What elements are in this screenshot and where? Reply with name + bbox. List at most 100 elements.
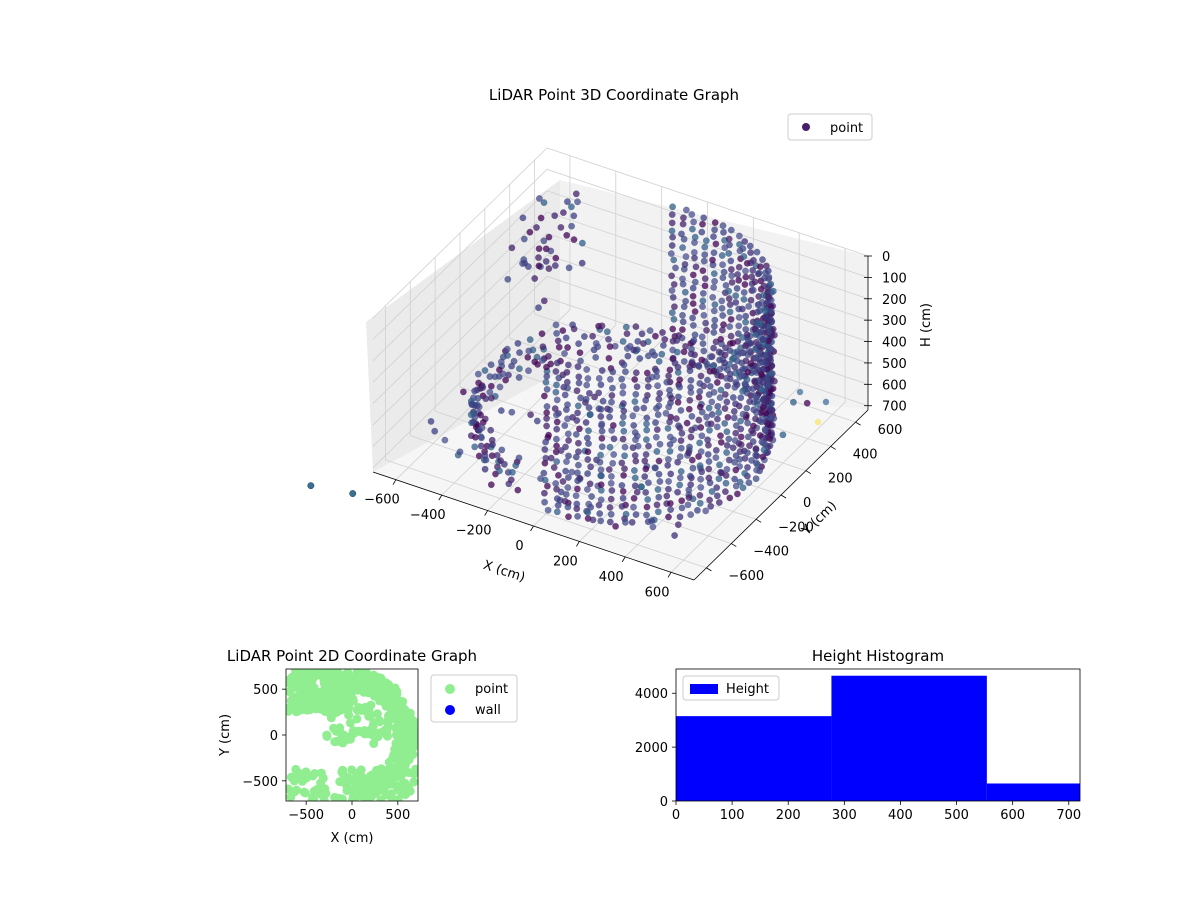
point-3d (689, 464, 697, 472)
point-3d (724, 413, 732, 421)
point-3d (544, 506, 552, 514)
point-2d (353, 685, 363, 695)
point-3d (695, 393, 703, 401)
y-tick-label-3d: −400 (753, 545, 789, 560)
point-3d (705, 474, 713, 482)
point-3d (698, 333, 706, 341)
point-3d (668, 309, 676, 317)
point-3d (731, 437, 739, 444)
point-3d (651, 464, 659, 472)
point-3d (739, 365, 747, 373)
legend-label-point: point (830, 121, 863, 136)
point-3d (741, 281, 749, 288)
point-3d (645, 442, 652, 450)
point-3d (552, 448, 560, 456)
point-3d (701, 275, 709, 283)
point-3d (695, 416, 703, 424)
point-3d (620, 361, 628, 369)
point-3d (573, 469, 581, 477)
point-3d (553, 425, 561, 433)
point-3d (592, 339, 600, 347)
point-3d (745, 479, 753, 487)
point-3d (552, 321, 560, 329)
point-2d (310, 671, 320, 681)
point-3d (554, 337, 562, 345)
point-3d (639, 340, 647, 347)
point-3d (582, 419, 590, 426)
point-3d (543, 385, 551, 393)
x-tick-mark-3d (667, 572, 672, 578)
plot-2d-title: LiDAR Point 2D Coordinate Graph (227, 647, 477, 665)
point-3d (597, 496, 605, 504)
point-3d (585, 427, 592, 435)
point-3d (595, 405, 603, 413)
point-3d (760, 446, 768, 454)
plot-histogram: Height Histogram 0 100 200 300 400 500 600 7000… (635, 647, 1081, 823)
point-3d (703, 360, 711, 368)
point-3d (737, 417, 745, 425)
point-3d (751, 325, 759, 333)
point-3d (688, 359, 696, 367)
point-3d (668, 394, 676, 402)
point-3d (765, 293, 772, 301)
point-3d (597, 517, 605, 525)
point-3d (676, 513, 684, 521)
point-3d (525, 347, 533, 355)
histogram-bar (676, 716, 832, 801)
point-3d (477, 442, 485, 450)
point-2d (397, 701, 407, 710)
point-3d (669, 293, 677, 301)
point-3d (685, 494, 693, 502)
z-axis-label-3d: H (cm) (919, 303, 934, 347)
point-3d (551, 262, 559, 270)
point-3d (541, 498, 549, 506)
point-3d (688, 426, 696, 434)
point-3d (715, 499, 723, 506)
point-3d (608, 384, 616, 392)
y-tick-label-3d: −200 (778, 520, 814, 535)
point-3d (562, 443, 569, 451)
point-3d (605, 335, 612, 343)
point-3d (572, 492, 580, 500)
point-3d (644, 496, 652, 503)
point-3d (719, 222, 727, 230)
y-tick-mark-3d (706, 567, 712, 572)
point-3d (725, 287, 733, 295)
point-3d (561, 422, 569, 430)
point-3d (716, 365, 724, 373)
point-2d (352, 705, 362, 715)
point-3d (822, 398, 830, 406)
point-3d (706, 426, 713, 434)
point-3d (574, 363, 582, 371)
point-3d (552, 388, 560, 396)
point-2d (403, 743, 413, 753)
point-3d (564, 415, 571, 423)
point-3d (631, 482, 639, 490)
point-3d (741, 469, 749, 477)
point-3d (732, 422, 740, 430)
point-3d (606, 443, 614, 451)
point-3d (588, 493, 596, 500)
point-3d (669, 325, 677, 333)
point-3d (708, 488, 716, 495)
point-3d (710, 329, 718, 336)
point-3d (734, 271, 742, 278)
point-3d (573, 387, 581, 395)
point-3d (751, 346, 759, 353)
point-3d (584, 509, 592, 516)
point-3d (553, 418, 561, 426)
point-3d (606, 503, 614, 511)
point-3d (456, 448, 464, 456)
point-3d (632, 390, 640, 398)
point-3d (631, 429, 639, 436)
point-3d (497, 457, 505, 465)
point-2d (380, 725, 390, 735)
point-3d (702, 319, 710, 327)
point-3d (644, 383, 652, 391)
point-3d (749, 266, 757, 274)
point-3d (583, 485, 591, 493)
point-3d (696, 462, 704, 470)
point-3d (717, 386, 725, 394)
x-tick-label-3d: −600 (364, 493, 400, 508)
